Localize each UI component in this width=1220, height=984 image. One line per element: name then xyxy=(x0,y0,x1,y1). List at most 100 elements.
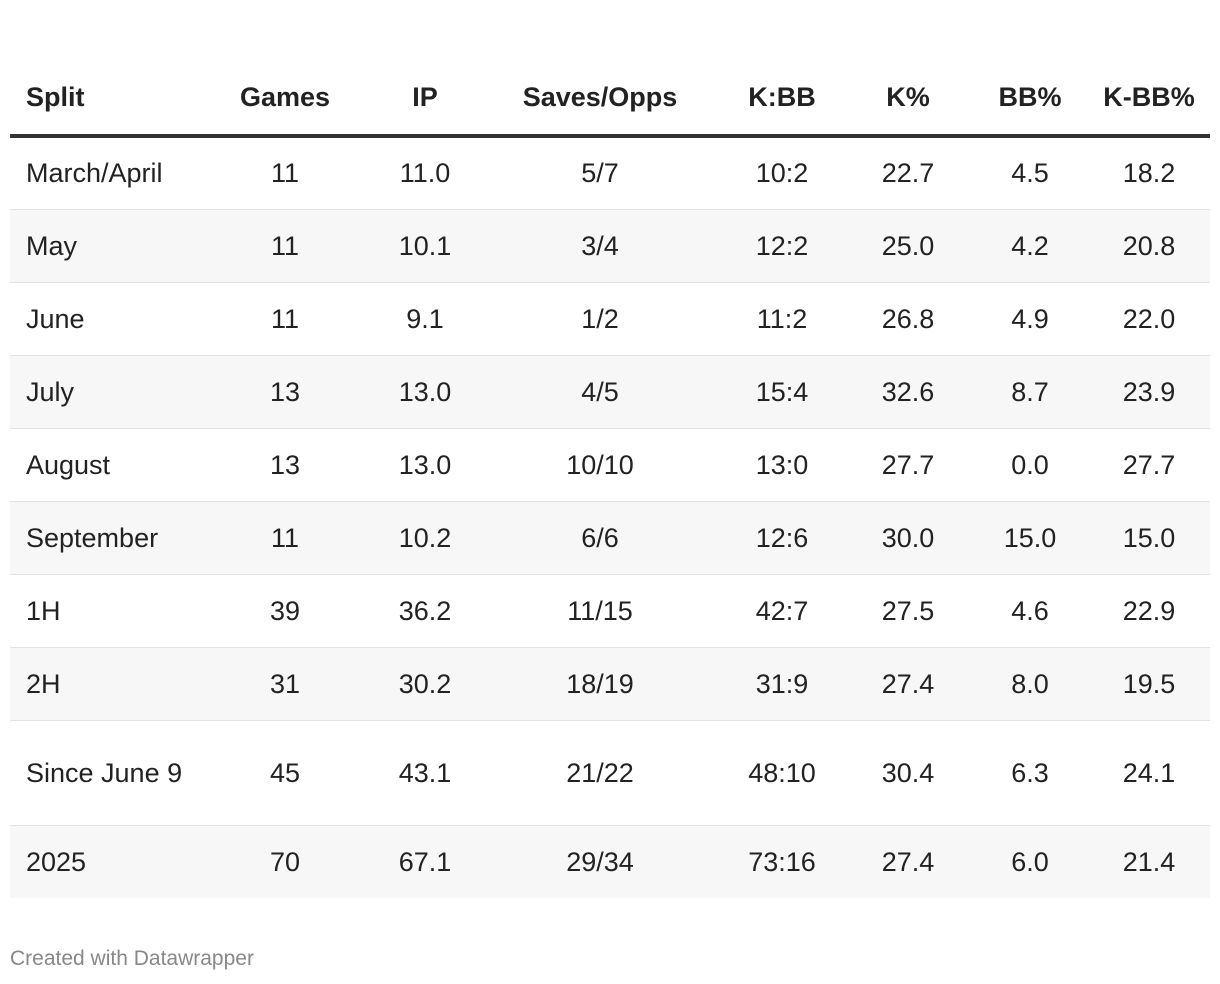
column-header-k-bb[interactable]: K:BB xyxy=(720,0,844,138)
column-header-bb-pct[interactable]: BB% xyxy=(972,0,1088,138)
cell-k-bb: 73:16 xyxy=(720,825,844,898)
cell-k-pct: 32.6 xyxy=(844,355,972,429)
cell-k-bb-pct: 22.0 xyxy=(1088,282,1210,356)
cell-ip: 13.0 xyxy=(370,428,480,502)
cell-split: June xyxy=(10,282,200,356)
cell-k-pct: 30.4 xyxy=(844,720,972,826)
cell-ip: 43.1 xyxy=(370,720,480,826)
cell-saves-opps: 1/2 xyxy=(480,282,720,356)
table-row: 2H 31 30.2 18/19 31:9 27.4 8.0 19.5 xyxy=(10,647,1210,721)
cell-k-bb: 15:4 xyxy=(720,355,844,429)
cell-saves-opps: 18/19 xyxy=(480,647,720,721)
column-header-saves-opps[interactable]: Saves/Opps xyxy=(480,0,720,138)
cell-split: September xyxy=(10,501,200,575)
cell-k-bb: 31:9 xyxy=(720,647,844,721)
table-row: 1H 39 36.2 11/15 42:7 27.5 4.6 22.9 xyxy=(10,574,1210,648)
cell-saves-opps: 6/6 xyxy=(480,501,720,575)
cell-saves-opps: 29/34 xyxy=(480,825,720,898)
cell-bb-pct: 4.2 xyxy=(972,209,1088,283)
cell-games: 39 xyxy=(200,574,370,648)
cell-ip: 9.1 xyxy=(370,282,480,356)
cell-k-bb: 48:10 xyxy=(720,720,844,826)
cell-k-bb-pct: 27.7 xyxy=(1088,428,1210,502)
cell-games: 70 xyxy=(200,825,370,898)
cell-bb-pct: 8.0 xyxy=(972,647,1088,721)
cell-k-bb-pct: 24.1 xyxy=(1088,720,1210,826)
table-row: May 11 10.1 3/4 12:2 25.0 4.2 20.8 xyxy=(10,209,1210,283)
cell-split: 2H xyxy=(10,647,200,721)
cell-bb-pct: 4.5 xyxy=(972,136,1088,210)
splits-table: Split Games IP Saves/Opps K:BB K% BB% K-… xyxy=(10,0,1210,898)
cell-k-pct: 25.0 xyxy=(844,209,972,283)
table-row: August 13 13.0 10/10 13:0 27.7 0.0 27.7 xyxy=(10,428,1210,502)
cell-saves-opps: 21/22 xyxy=(480,720,720,826)
cell-games: 11 xyxy=(200,282,370,356)
cell-ip: 13.0 xyxy=(370,355,480,429)
cell-k-pct: 27.4 xyxy=(844,825,972,898)
cell-bb-pct: 4.6 xyxy=(972,574,1088,648)
cell-saves-opps: 3/4 xyxy=(480,209,720,283)
cell-games: 11 xyxy=(200,209,370,283)
column-header-split[interactable]: Split xyxy=(10,0,200,138)
cell-k-bb-pct: 20.8 xyxy=(1088,209,1210,283)
column-header-ip[interactable]: IP xyxy=(370,0,480,138)
cell-bb-pct: 0.0 xyxy=(972,428,1088,502)
cell-games: 45 xyxy=(200,720,370,826)
cell-games: 31 xyxy=(200,647,370,721)
cell-games: 11 xyxy=(200,501,370,575)
cell-k-bb-pct: 18.2 xyxy=(1088,136,1210,210)
cell-k-bb: 42:7 xyxy=(720,574,844,648)
cell-k-pct: 30.0 xyxy=(844,501,972,575)
column-header-k-pct[interactable]: K% xyxy=(844,0,972,138)
cell-games: 13 xyxy=(200,428,370,502)
cell-k-bb-pct: 19.5 xyxy=(1088,647,1210,721)
cell-bb-pct: 6.0 xyxy=(972,825,1088,898)
cell-k-bb-pct: 23.9 xyxy=(1088,355,1210,429)
table-row: 2025 70 67.1 29/34 73:16 27.4 6.0 21.4 xyxy=(10,825,1210,898)
cell-saves-opps: 10/10 xyxy=(480,428,720,502)
cell-ip: 10.2 xyxy=(370,501,480,575)
cell-k-bb: 13:0 xyxy=(720,428,844,502)
cell-ip: 67.1 xyxy=(370,825,480,898)
cell-bb-pct: 4.9 xyxy=(972,282,1088,356)
cell-k-bb: 12:2 xyxy=(720,209,844,283)
cell-k-bb-pct: 15.0 xyxy=(1088,501,1210,575)
table-row: March/April 11 11.0 5/7 10:2 22.7 4.5 18.2 xyxy=(10,136,1210,210)
stats-table-container: Split Games IP Saves/Opps K:BB K% BB% K-… xyxy=(10,0,1210,898)
cell-split: May xyxy=(10,209,200,283)
cell-split: March/April xyxy=(10,136,200,210)
cell-bb-pct: 8.7 xyxy=(972,355,1088,429)
cell-split: July xyxy=(10,355,200,429)
cell-saves-opps: 11/15 xyxy=(480,574,720,648)
cell-split: Since June 9 xyxy=(10,720,200,826)
cell-saves-opps: 5/7 xyxy=(480,136,720,210)
table-body: March/April 11 11.0 5/7 10:2 22.7 4.5 18.2 May 11… xyxy=(10,136,1210,898)
cell-ip: 36.2 xyxy=(370,574,480,648)
cell-games: 13 xyxy=(200,355,370,429)
cell-saves-opps: 4/5 xyxy=(480,355,720,429)
table-row: July 13 13.0 4/5 15:4 32.6 8.7 23.9 xyxy=(10,355,1210,429)
cell-k-pct: 22.7 xyxy=(844,136,972,210)
table-row: September 11 10.2 6/6 12:6 30.0 15.0 15.0 xyxy=(10,501,1210,575)
cell-bb-pct: 15.0 xyxy=(972,501,1088,575)
table-header-row: Split Games IP Saves/Opps K:BB K% BB% K-… xyxy=(10,0,1210,138)
table-row: Since June 9 45 43.1 21/22 48:10 30.4 6.3 24.1 xyxy=(10,720,1210,826)
cell-split: 1H xyxy=(10,574,200,648)
cell-k-pct: 27.4 xyxy=(844,647,972,721)
cell-split: August xyxy=(10,428,200,502)
cell-k-bb-pct: 22.9 xyxy=(1088,574,1210,648)
column-header-k-bb-pct[interactable]: K-BB% xyxy=(1088,0,1210,138)
cell-ip: 11.0 xyxy=(370,136,480,210)
cell-k-bb: 10:2 xyxy=(720,136,844,210)
column-header-games[interactable]: Games xyxy=(200,0,370,138)
datawrapper-credit: Created with Datawrapper xyxy=(10,947,254,970)
table-row: June 11 9.1 1/2 11:2 26.8 4.9 22.0 xyxy=(10,282,1210,356)
cell-k-bb: 12:6 xyxy=(720,501,844,575)
cell-k-pct: 26.8 xyxy=(844,282,972,356)
cell-k-bb: 11:2 xyxy=(720,282,844,356)
cell-k-bb-pct: 21.4 xyxy=(1088,825,1210,898)
cell-k-pct: 27.5 xyxy=(844,574,972,648)
cell-ip: 30.2 xyxy=(370,647,480,721)
cell-split: 2025 xyxy=(10,825,200,898)
cell-bb-pct: 6.3 xyxy=(972,720,1088,826)
